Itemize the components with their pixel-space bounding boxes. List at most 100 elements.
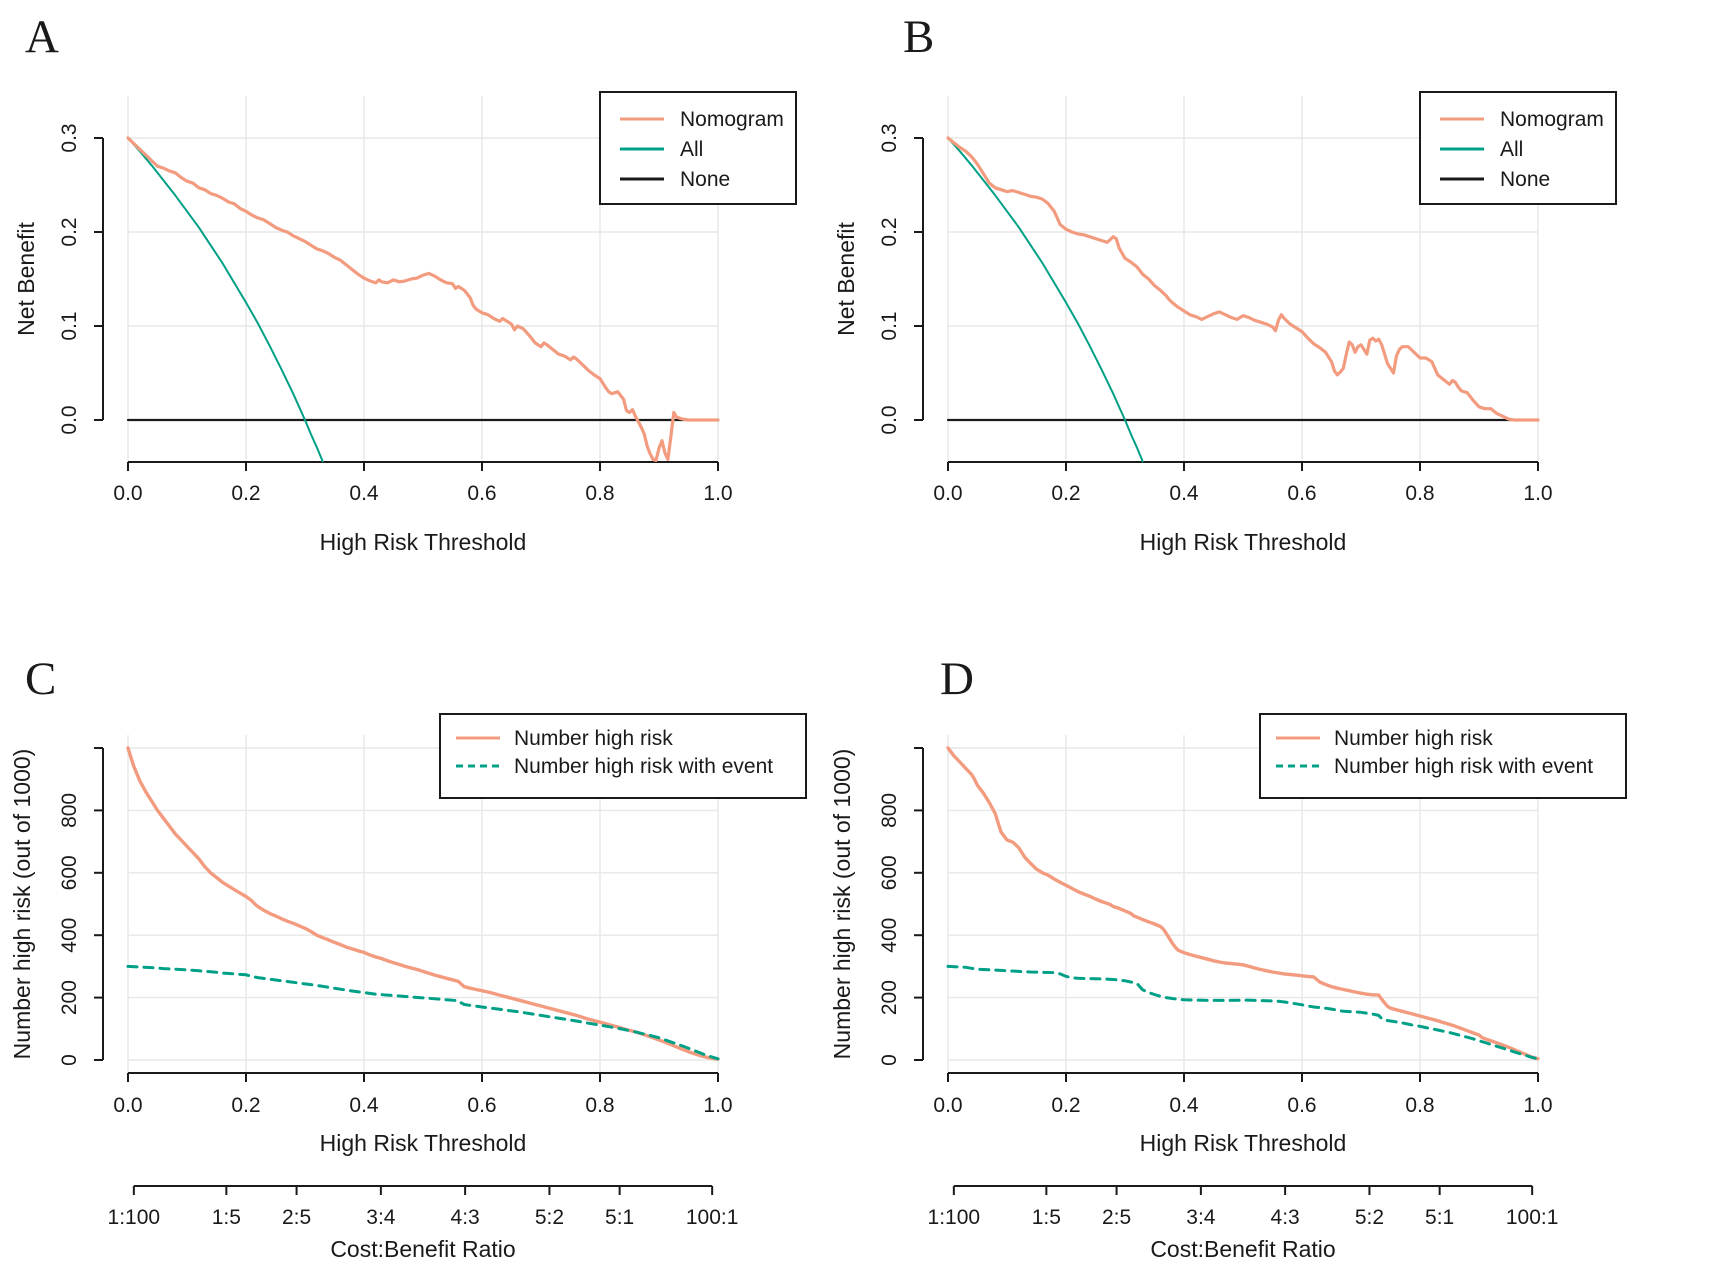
legend-label: Number high risk with event xyxy=(514,755,773,778)
ratio-tick-label: 1:100 xyxy=(928,1206,981,1229)
x-tick-label: 0.4 xyxy=(349,482,379,505)
panel-A: 0.0 0.1 0.2 0.3 Net Benefit 0.0 0.2 0.4 0.6 0.8 1.… xyxy=(13,11,797,555)
x-tick-label: 1.0 xyxy=(1523,1094,1552,1117)
y-tick-label: 0.0 xyxy=(58,405,81,434)
ratio-tick-label: 5:1 xyxy=(605,1206,634,1229)
x-tick-label: 0.0 xyxy=(113,1094,142,1117)
y-tick-label: 0 xyxy=(878,1054,901,1066)
ratio-tick-label: 5:1 xyxy=(1425,1206,1454,1229)
panel-letter-D: D xyxy=(940,653,974,705)
y-tick-label: 0.1 xyxy=(878,311,901,340)
legend-box xyxy=(1259,713,1627,799)
panel-B: 0.0 0.1 0.2 0.3 Net Benefit 0.0 0.2 0.4 0.6 0.8 1.… xyxy=(833,11,1617,555)
x-tick-label: 0.2 xyxy=(231,1094,260,1117)
ratio-axis-title: Cost:Benefit Ratio xyxy=(1150,1236,1335,1262)
y-tick-label: 200 xyxy=(878,980,901,1015)
panel-C-legend: Number high risk Number high risk with ev… xyxy=(439,713,807,799)
x-tick-label: 0.0 xyxy=(113,482,142,505)
x-tick-label: 0.4 xyxy=(1169,1094,1199,1117)
ratio-axis-title: Cost:Benefit Ratio xyxy=(330,1236,515,1262)
x-axis-title: High Risk Threshold xyxy=(320,529,527,555)
legend-label: All xyxy=(1500,138,1523,161)
ratio-tick-label: 2:5 xyxy=(1102,1206,1131,1229)
x-tick-label: 0.8 xyxy=(1405,482,1434,505)
ratio-tick-label: 2:5 xyxy=(282,1206,311,1229)
panel-B-axes xyxy=(914,137,1539,471)
x-tick-label: 1.0 xyxy=(1523,482,1552,505)
y-axis-title: Net Benefit xyxy=(833,222,859,336)
legend-label: Number high risk with event xyxy=(1334,755,1593,778)
panel-D-legend: Number high risk Number high risk with ev… xyxy=(1259,713,1627,799)
x-tick-label: 0.8 xyxy=(585,482,614,505)
x-tick-label: 0.8 xyxy=(585,1094,614,1117)
series-line-number-high-risk-with-event xyxy=(126,964,720,1061)
legend-label: None xyxy=(1500,168,1550,191)
series-line-number-high-risk-with-event xyxy=(946,964,1540,1061)
x-axis-title: High Risk Threshold xyxy=(1140,1130,1347,1156)
x-tick-label: 0.6 xyxy=(1287,1094,1316,1117)
panel-letter-B: B xyxy=(903,11,934,63)
x-tick-label: 0.8 xyxy=(1405,1094,1434,1117)
legend-label: None xyxy=(680,168,730,191)
ratio-tick-label: 5:2 xyxy=(1355,1206,1384,1229)
x-tick-label: 0.0 xyxy=(933,1094,962,1117)
y-tick-label: 0.2 xyxy=(878,217,901,246)
y-axis-title: Number high risk (out of 1000) xyxy=(829,749,855,1060)
x-tick-label: 0.2 xyxy=(1051,1094,1080,1117)
legend-label: Number high risk xyxy=(1334,727,1493,750)
series-line-number-high-risk xyxy=(126,746,720,1061)
series-line-nomogram xyxy=(946,136,1540,422)
panel-C: 0 200 400 600 800 Number high risk (out of 10… xyxy=(9,653,807,1262)
legend-box xyxy=(439,713,807,799)
ratio-tick-label: 1:5 xyxy=(212,1206,241,1229)
y-tick-label: 0.0 xyxy=(878,405,901,434)
panel-A-axes xyxy=(94,137,719,471)
x-axis-title: High Risk Threshold xyxy=(1140,529,1347,555)
ratio-tick-label: 3:4 xyxy=(1186,1206,1216,1229)
y-tick-label: 400 xyxy=(878,918,901,953)
legend-label: Number high risk xyxy=(514,727,673,750)
ratio-tick-label: 5:2 xyxy=(535,1206,564,1229)
y-tick-label: 0 xyxy=(58,1054,81,1066)
panel-A-legend: Nomogram All None xyxy=(599,91,797,205)
ratio-tick-label: 4:3 xyxy=(451,1206,480,1229)
panel-B-legend: Nomogram All None xyxy=(1419,91,1617,205)
y-tick-label: 0.2 xyxy=(58,217,81,246)
x-tick-label: 0.6 xyxy=(467,482,496,505)
x-tick-label: 0.6 xyxy=(1287,482,1316,505)
x-tick-label: 1.0 xyxy=(703,1094,732,1117)
x-tick-label: 0.0 xyxy=(933,482,962,505)
y-axis-title: Net Benefit xyxy=(13,222,39,336)
series-line-all xyxy=(947,137,1144,463)
y-axis-title: Number high risk (out of 1000) xyxy=(9,749,35,1060)
ratio-tick-label: 1:5 xyxy=(1032,1206,1061,1229)
ratio-tick-label: 100:1 xyxy=(1506,1206,1559,1229)
y-tick-label: 200 xyxy=(58,980,81,1015)
x-axis-title: High Risk Threshold xyxy=(320,1130,527,1156)
x-tick-label: 0.4 xyxy=(1169,482,1199,505)
ratio-tick-label: 100:1 xyxy=(686,1206,739,1229)
ratio-tick-label: 4:3 xyxy=(1271,1206,1300,1229)
x-tick-label: 0.2 xyxy=(1051,482,1080,505)
legend-label: Nomogram xyxy=(1500,108,1604,131)
panel-D-axes xyxy=(914,747,1539,1195)
panel-letter-C: C xyxy=(25,653,56,705)
x-tick-label: 0.6 xyxy=(467,1094,496,1117)
y-tick-label: 600 xyxy=(58,855,81,890)
y-tick-label: 600 xyxy=(878,855,901,890)
ratio-tick-label: 3:4 xyxy=(366,1206,396,1229)
legend-label: Nomogram xyxy=(680,108,784,131)
series-line-number-high-risk xyxy=(946,746,1540,1061)
x-tick-label: 0.4 xyxy=(349,1094,379,1117)
series-line-nomogram xyxy=(126,136,720,462)
y-tick-label: 400 xyxy=(58,918,81,953)
panel-C-axes xyxy=(94,747,719,1195)
x-tick-label: 0.2 xyxy=(231,482,260,505)
y-tick-label: 0.3 xyxy=(58,123,81,152)
x-tick-label: 1.0 xyxy=(703,482,732,505)
y-tick-label: 800 xyxy=(878,793,901,828)
panel-letter-A: A xyxy=(25,11,59,63)
